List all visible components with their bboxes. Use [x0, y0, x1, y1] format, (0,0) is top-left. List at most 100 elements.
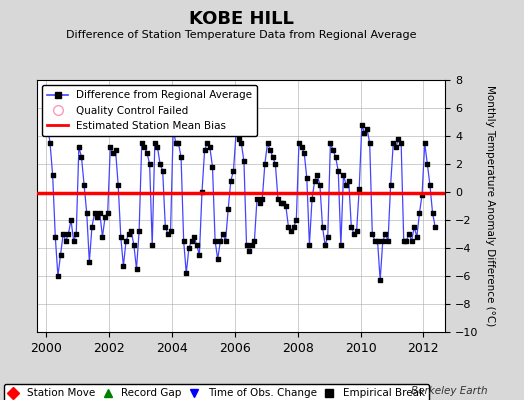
Point	[237, 140, 245, 146]
Point	[103, 210, 112, 216]
Point	[339, 172, 347, 178]
Point	[122, 238, 130, 244]
Point	[108, 150, 117, 156]
Point	[111, 147, 119, 153]
Point	[211, 238, 219, 244]
Point	[75, 144, 83, 150]
Point	[187, 238, 195, 244]
Point	[83, 210, 91, 216]
Point	[99, 234, 107, 240]
Point	[308, 196, 316, 202]
Point	[130, 242, 138, 248]
Point	[119, 263, 127, 270]
Point	[311, 178, 319, 184]
Point	[368, 231, 376, 237]
Point	[69, 238, 78, 244]
Point	[59, 231, 68, 237]
Text: Difference of Station Temperature Data from Regional Average: Difference of Station Temperature Data f…	[66, 30, 416, 40]
Point	[61, 238, 70, 244]
Point	[253, 196, 261, 202]
Point	[421, 140, 429, 146]
Point	[268, 154, 277, 160]
Point	[248, 242, 256, 248]
Point	[161, 224, 170, 230]
Point	[391, 144, 400, 150]
Point	[279, 200, 288, 206]
Point	[193, 242, 201, 248]
Point	[313, 172, 321, 178]
Point	[415, 210, 423, 216]
Point	[158, 168, 167, 174]
Point	[219, 231, 227, 237]
Point	[43, 122, 52, 128]
Point	[93, 214, 101, 220]
Point	[85, 259, 93, 265]
Point	[135, 228, 143, 234]
Point	[352, 228, 361, 234]
Point	[46, 140, 54, 146]
Point	[405, 231, 413, 237]
Point	[216, 238, 225, 244]
Point	[53, 273, 62, 279]
Point	[329, 147, 337, 153]
Point	[242, 242, 250, 248]
Point	[289, 224, 298, 230]
Point	[221, 238, 230, 244]
Point	[260, 161, 269, 167]
Point	[331, 154, 340, 160]
Point	[386, 182, 395, 188]
Point	[402, 238, 410, 244]
Point	[297, 144, 305, 150]
Point	[413, 234, 421, 240]
Y-axis label: Monthly Temperature Anomaly Difference (°C): Monthly Temperature Anomaly Difference (…	[485, 85, 495, 327]
Point	[77, 154, 85, 160]
Point	[224, 206, 233, 212]
Point	[48, 172, 57, 178]
Point	[358, 122, 366, 128]
Point	[56, 252, 64, 258]
Point	[429, 210, 437, 216]
Point	[114, 182, 123, 188]
Point	[88, 224, 96, 230]
Point	[370, 238, 379, 244]
Point	[374, 238, 382, 244]
Point	[276, 200, 285, 206]
Point	[350, 231, 358, 237]
Point	[95, 210, 104, 216]
Point	[143, 150, 151, 156]
Point	[127, 228, 135, 234]
Point	[342, 182, 351, 188]
Point	[366, 140, 374, 146]
Point	[163, 231, 172, 237]
Point	[274, 196, 282, 202]
Point	[156, 161, 164, 167]
Point	[347, 224, 355, 230]
Point	[171, 140, 180, 146]
Point	[384, 238, 392, 244]
Point	[148, 242, 156, 248]
Point	[146, 161, 154, 167]
Text: Berkeley Earth: Berkeley Earth	[411, 386, 487, 396]
Point	[378, 238, 387, 244]
Point	[226, 178, 235, 184]
Point	[376, 277, 384, 283]
Point	[284, 224, 292, 230]
Point	[258, 196, 266, 202]
Point	[250, 238, 258, 244]
Point	[169, 126, 178, 132]
Point	[116, 234, 125, 240]
Point	[91, 210, 99, 216]
Text: KOBE HILL: KOBE HILL	[189, 10, 293, 28]
Point	[80, 182, 88, 188]
Point	[281, 203, 290, 209]
Point	[336, 242, 345, 248]
Point	[315, 182, 324, 188]
Point	[360, 130, 368, 136]
Point	[394, 136, 402, 142]
Point	[132, 266, 140, 272]
Point	[51, 234, 60, 240]
Point	[72, 231, 80, 237]
Point	[381, 231, 390, 237]
Point	[64, 231, 72, 237]
Point	[266, 147, 274, 153]
